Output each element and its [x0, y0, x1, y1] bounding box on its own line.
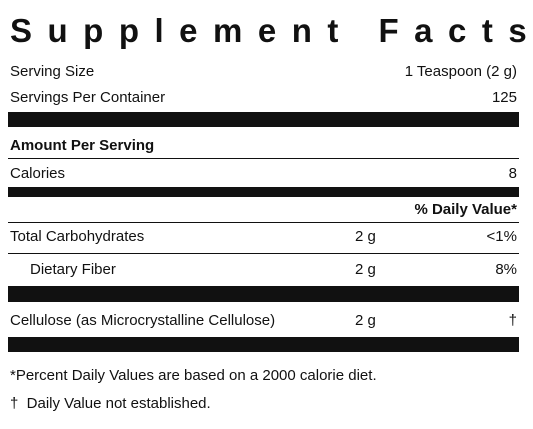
divider-line	[8, 158, 519, 159]
nutrient-name: Dietary Fiber	[30, 261, 116, 278]
nutrient-dv: 8%	[495, 261, 517, 278]
footnote: *Percent Daily Values are based on a 200…	[10, 367, 377, 384]
amount-header: Amount Per Serving	[10, 137, 155, 154]
divider-line	[8, 222, 519, 223]
ingredient-dv: †	[508, 312, 517, 329]
label-title: Supplement Facts	[10, 12, 533, 49]
divider-bar	[8, 187, 519, 197]
ingredient-name: Cellulose (as Microcrystalline Cellulose…	[10, 312, 276, 329]
nutrient-amount: 2 g	[355, 261, 376, 278]
divider-line	[8, 253, 519, 254]
divider-bar	[8, 286, 519, 302]
serving-size-label: Serving Size	[10, 63, 95, 80]
nutrient-amount: 2 g	[355, 228, 376, 245]
calories-label: Calories	[10, 165, 66, 182]
serving-size-value: 1 Teaspoon (2 g)	[404, 63, 517, 80]
nutrient-name: Total Carbohydrates	[10, 228, 145, 245]
servings-per-container-label: Servings Per Container	[10, 89, 166, 106]
nutrient-dv: <1%	[486, 228, 517, 245]
ingredient-amount: 2 g	[355, 312, 376, 329]
divider-bar	[8, 112, 519, 127]
divider-bar	[8, 337, 519, 352]
calories-value: 8	[508, 165, 517, 182]
footnote: † Daily Value not established.	[10, 395, 211, 412]
servings-per-container-value: 125	[491, 89, 517, 106]
daily-value-header: % Daily Value*	[414, 201, 517, 218]
